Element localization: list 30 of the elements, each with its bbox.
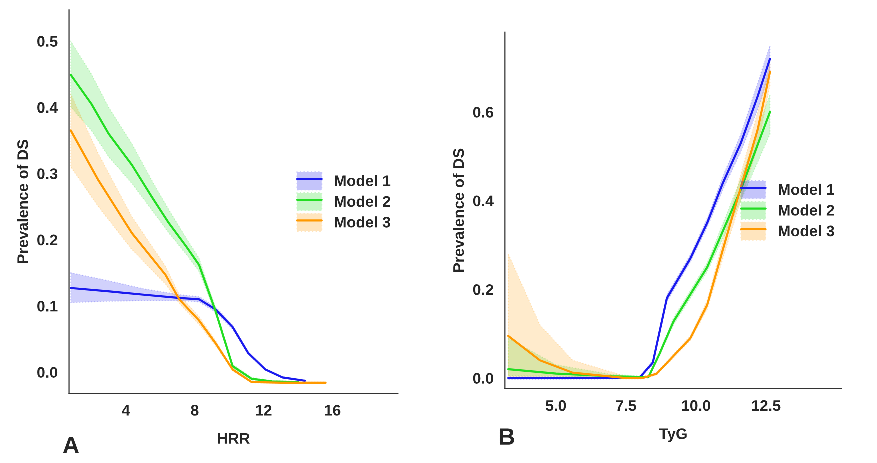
x-tick-label: 12 [256,405,272,416]
legend-label: Model 2 [335,196,390,208]
x-tick-label: 16 [325,405,341,416]
y-tick-label: 0.2 [473,284,494,296]
y-tick-label: 0.4 [38,102,58,114]
legend-label: Model 1 [335,175,391,186]
y-tick-label: 0.2 [38,234,58,246]
y-tick-label: 0.5 [38,36,58,47]
x-axis-title: TyG [659,428,687,442]
y-axis-title: Prevalence of DS [17,140,28,264]
legend-label: Model 3 [779,225,834,237]
x-tick-label: 4 [122,405,130,416]
x-tick-label: 10.0 [682,400,710,412]
legend-label: Model 2 [779,204,834,216]
y-tick-label: 0.1 [38,301,58,312]
text: B [500,428,514,445]
y-axis-title: Prevalence of DS [453,148,464,272]
y-tick-label: 0.0 [38,367,58,378]
x-tick-label: 7.5 [616,400,636,412]
x-tick-label: 12.5 [752,400,781,412]
text: A [63,437,80,454]
x-tick-label: 8 [191,405,199,416]
x-tick-label: 5.0 [546,400,566,412]
x-axis-title: HRR [218,433,250,444]
y-tick-label: 0.6 [473,107,494,118]
y-tick-label: 0.3 [38,168,58,180]
y-tick-label: 0.0 [473,373,494,384]
y-tick-label: 0.4 [473,196,494,207]
legend-label: Model 1 [779,184,834,196]
legend-label: Model 3 [335,216,390,228]
